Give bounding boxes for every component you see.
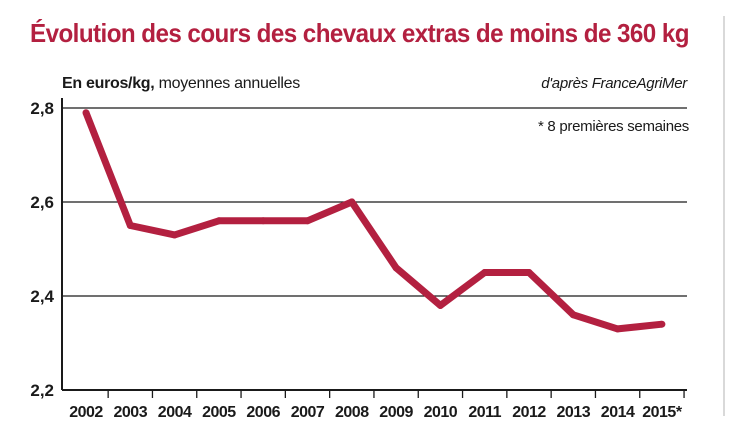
data-point (525, 269, 533, 276)
data-point (82, 109, 90, 117)
chart-title: Évolution des cours des chevaux extras d… (30, 18, 689, 48)
data-point (392, 264, 400, 272)
unit-label: En euros/kg, moyennes annuelles (62, 75, 300, 93)
y-tick-label: 2,6 (30, 193, 54, 212)
x-tick-label: 2002 (69, 404, 103, 421)
data-point (348, 198, 356, 206)
x-tick-label: 2004 (158, 404, 192, 421)
footnote-label: * 8 premières semaines (538, 118, 689, 135)
series-line (82, 111, 663, 333)
x-tick-label: 2011 (468, 404, 501, 421)
data-point (126, 222, 134, 229)
source-label: d'après FranceAgriMer (541, 75, 687, 92)
data-point (569, 311, 577, 319)
y-tick-label: 2,8 (30, 99, 54, 118)
data-point (614, 325, 622, 333)
y-tick-label: 2,2 (30, 381, 54, 400)
x-tick-label: 2005 (202, 404, 236, 421)
data-point (304, 217, 311, 225)
x-tick-label: 2003 (114, 404, 148, 421)
data-point (658, 320, 666, 328)
unit-label-rest: moyennes annuelles (154, 75, 301, 92)
y-tick-label: 2,4 (30, 287, 54, 306)
x-tick-label: 2012 (512, 404, 546, 421)
frame-border (723, 16, 725, 416)
data-point (171, 231, 179, 239)
x-tick-label: 2013 (557, 404, 591, 421)
unit-label-bold: En euros/kg, (62, 75, 155, 92)
x-tick-label: 2007 (291, 404, 325, 421)
data-point (481, 269, 489, 276)
x-tick-label: 2014 (601, 404, 635, 421)
data-point (215, 217, 223, 225)
x-tick-label: 2006 (246, 404, 280, 421)
x-tick-label: 2010 (424, 404, 458, 421)
x-tick-label: 2009 (379, 404, 413, 421)
data-point (436, 301, 444, 309)
x-tick-label: 2015* (642, 404, 683, 421)
x-tick-label: 2008 (335, 404, 369, 421)
data-point (259, 217, 267, 225)
